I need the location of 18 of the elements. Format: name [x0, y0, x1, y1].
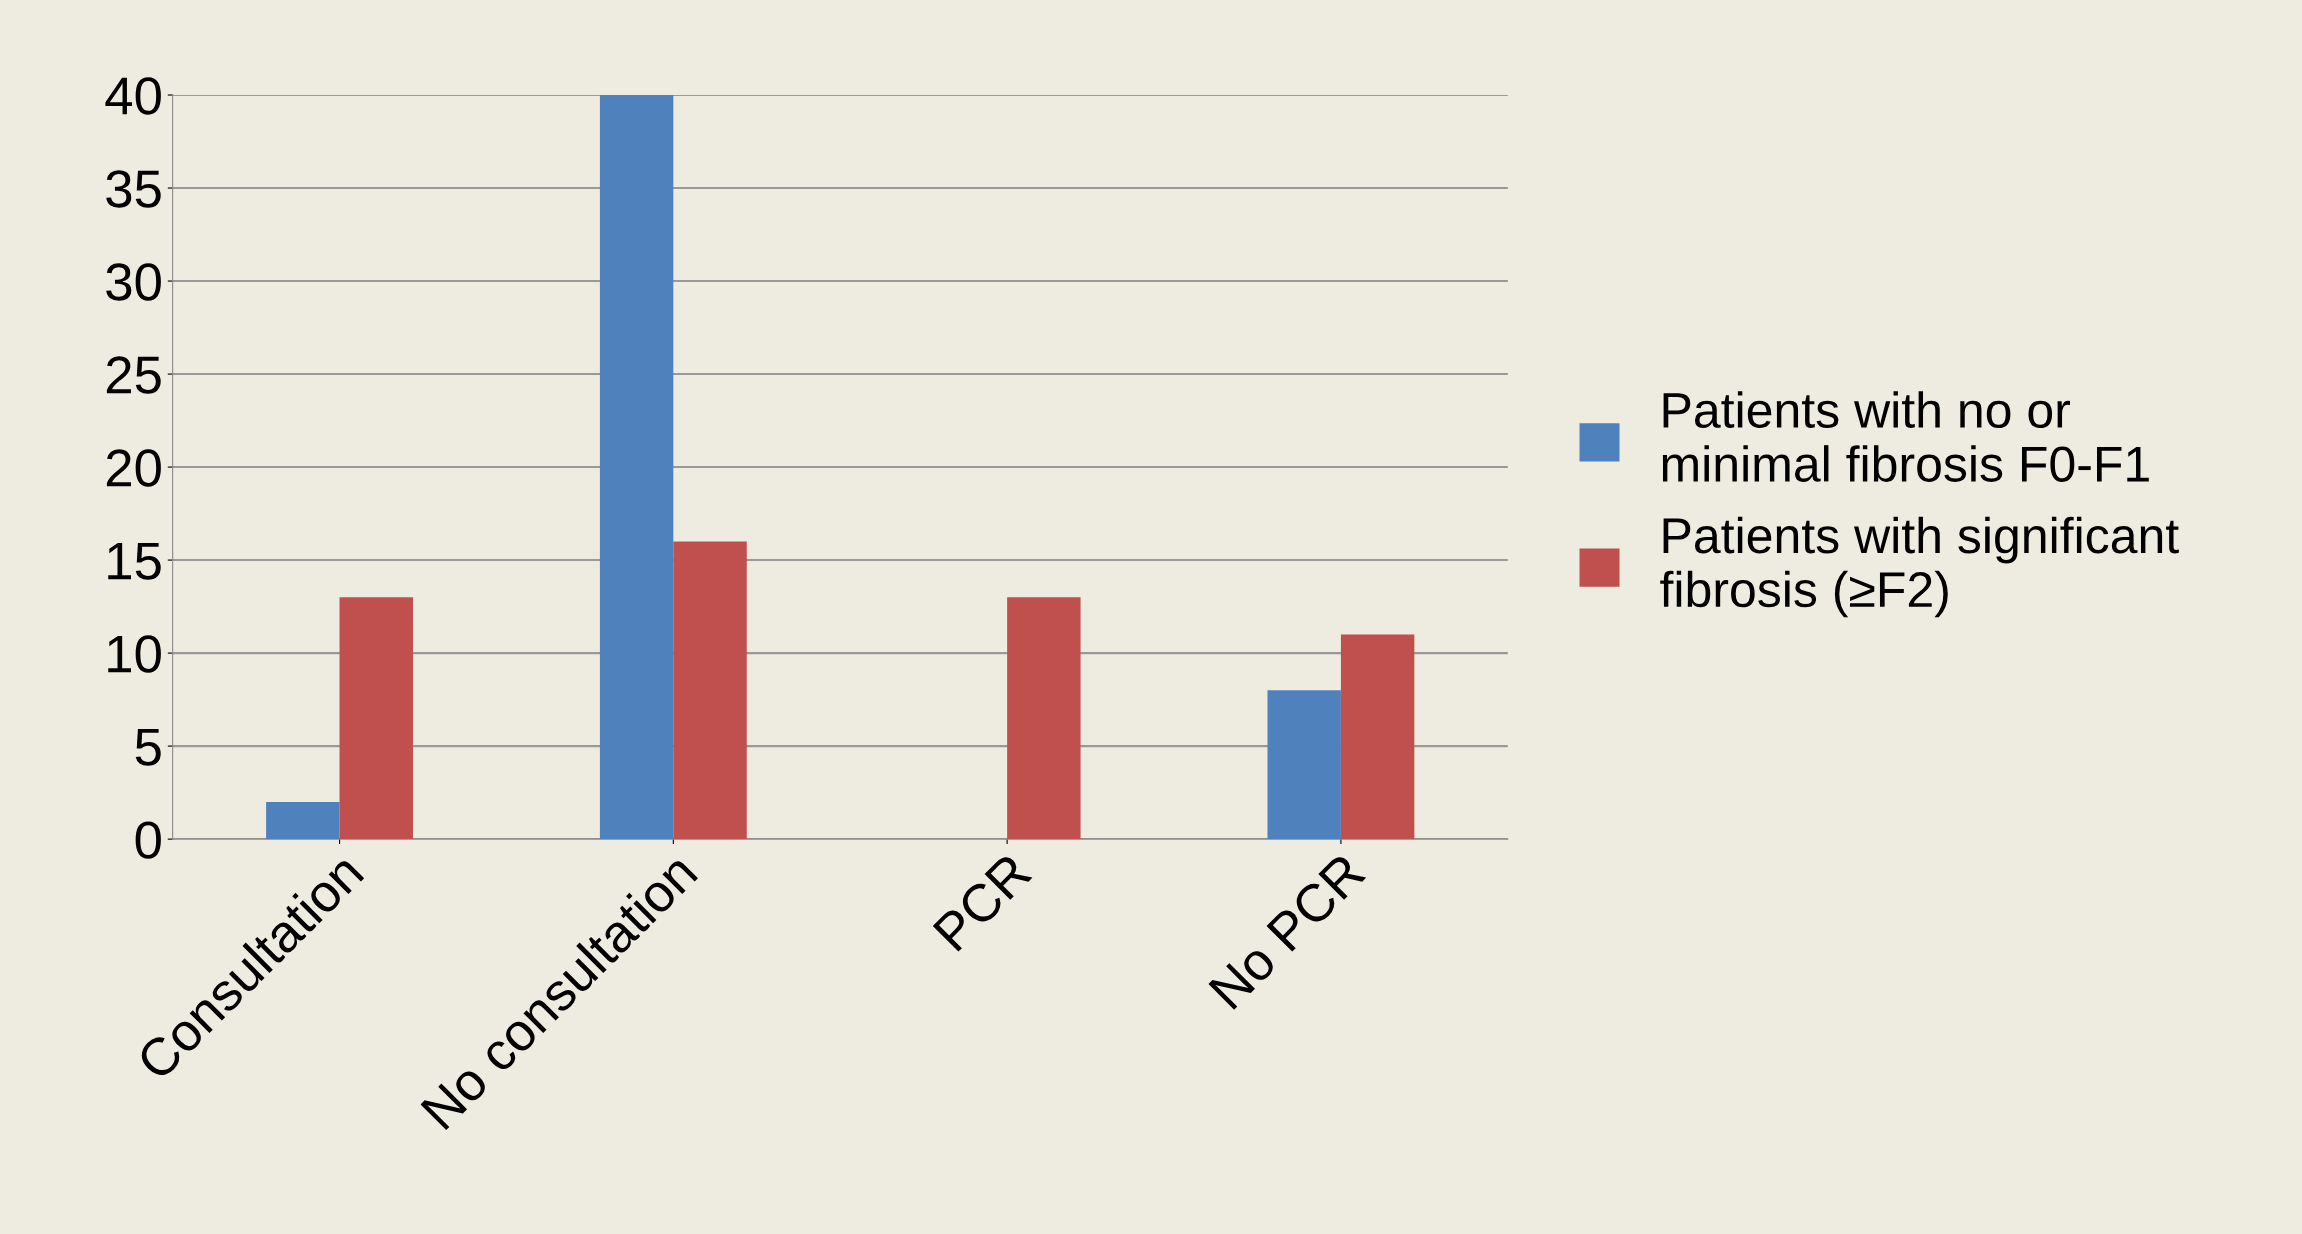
bar [1340, 634, 1415, 840]
bar [673, 541, 747, 840]
y-tick-label: 5 [135, 728, 161, 766]
bar [1007, 597, 1081, 840]
y-tick-label: 20 [106, 449, 161, 487]
y-tick-label: 40 [105, 77, 161, 115]
y-tick-label: 10 [108, 635, 161, 673]
bar [266, 801, 340, 840]
y-tick-label: 35 [106, 170, 161, 208]
y-tick-label: 25 [106, 356, 161, 394]
bar [339, 597, 413, 840]
y-tick-label: 0 [135, 821, 161, 859]
y-tick-label: 30 [106, 263, 161, 301]
legend-label: Patients with significant fibrosis (≥F2) [1660, 516, 2179, 618]
bar [1267, 690, 1341, 840]
y-tick-label: 15 [108, 542, 161, 580]
legend-label: Patients with no or minimal fibrosis F0-F1 [1662, 391, 2149, 482]
bar [599, 95, 674, 840]
